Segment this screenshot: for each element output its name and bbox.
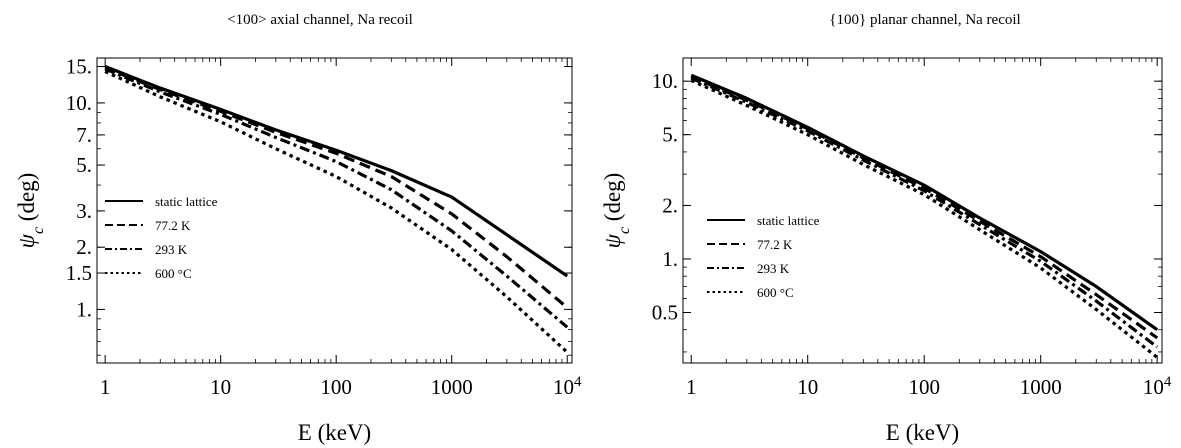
- y-tick-label: 15.: [66, 55, 92, 79]
- series-line: [690, 78, 1159, 359]
- legend-label: 293 K: [757, 261, 790, 276]
- series-line: [690, 73, 1159, 332]
- x-axis-label: E (keV): [298, 420, 371, 445]
- series-line: [104, 66, 569, 309]
- y-tick-label: 5.: [662, 123, 678, 147]
- y-tick-label: 1.: [76, 297, 92, 321]
- legend-label: static lattice: [155, 194, 218, 209]
- y-tick-label: 10.: [66, 91, 92, 115]
- x-tick-label: 100: [320, 375, 352, 399]
- series-line: [104, 70, 569, 354]
- chart-title: <100> axial channel, Na recoil: [227, 12, 413, 28]
- legend-label: 600 °C: [155, 266, 192, 281]
- y-axis-label: ψc (deg): [14, 173, 47, 249]
- legend-label: 77.2 K: [155, 218, 191, 233]
- legend-label: 77.2 K: [757, 237, 793, 252]
- legend-label: static lattice: [757, 213, 820, 228]
- plot-frame: [96, 57, 573, 364]
- y-tick-label: 2.: [76, 235, 92, 259]
- x-tick-label: 100: [908, 375, 940, 399]
- x-tick-label: 104: [1143, 374, 1172, 399]
- axial-channel-chart: <100> axial channel, Na recoil 1 10 100 1000…: [14, 12, 582, 445]
- y-tick-label: 10.: [652, 69, 678, 93]
- y-tick-label: 1.5: [66, 261, 92, 285]
- x-tick-label: 10: [797, 375, 818, 399]
- plot-frame: [682, 57, 1163, 364]
- y-tick-label: 1.: [662, 247, 678, 271]
- legend-label: 293 K: [155, 242, 188, 257]
- y-tick-label: 7.: [76, 123, 92, 147]
- legend-label: 600 °C: [757, 285, 794, 300]
- series-line: [104, 65, 569, 278]
- x-tick-label: 10: [210, 375, 231, 399]
- y-axis-label: ψc (deg): [600, 173, 633, 249]
- series-line: [690, 75, 1159, 340]
- planar-channel-chart: {100} planar channel, Na recoil 1 10 100 100…: [600, 12, 1172, 445]
- x-tick-label: 1000: [431, 375, 473, 399]
- x-tick-label: 104: [553, 374, 582, 399]
- chart-title: {100} planar channel, Na recoil: [829, 12, 1020, 28]
- x-tick-label: 1: [100, 375, 111, 399]
- y-tick-label: 3.: [76, 199, 92, 223]
- x-tick-label: 1: [686, 375, 697, 399]
- y-tick-label: 0.5: [652, 301, 678, 325]
- x-axis-label: E (keV): [886, 420, 959, 445]
- series-line: [690, 76, 1159, 349]
- x-tick-label: 1000: [1020, 375, 1062, 399]
- y-tick-label: 5.: [76, 153, 92, 177]
- y-tick-label: 2.: [662, 193, 678, 217]
